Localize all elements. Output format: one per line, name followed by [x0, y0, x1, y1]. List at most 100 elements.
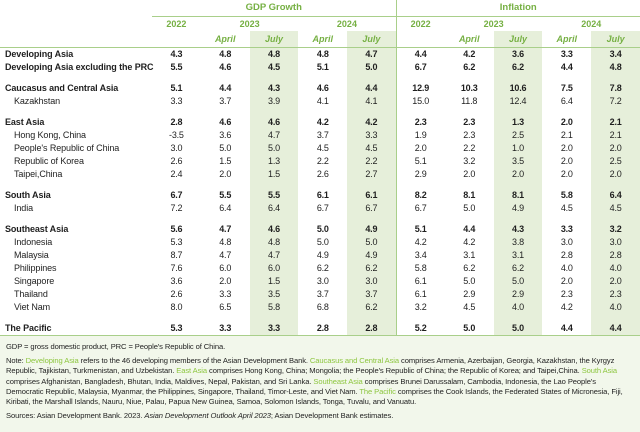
- value-cell: 2.8: [591, 249, 640, 262]
- value-cell: 7.6: [170, 263, 183, 273]
- table-row: Southeast Asia 5.6 4.7 4.6 5.0 4.9 5.1 4.4 4.3 3.…: [0, 223, 640, 236]
- value-cell: 8.7: [170, 250, 183, 260]
- table-row: Indonesia 5.3 4.8 4.8 5.0 5.0 4.2 4.2 3.8 3.0 3.0: [0, 236, 640, 249]
- value-cell: 3.7: [316, 130, 329, 140]
- value-cell: 8.0: [170, 302, 183, 312]
- value-cell: 6.0: [219, 263, 232, 273]
- value-cell: 2.3: [591, 288, 640, 301]
- value-cell: 4.4: [591, 322, 640, 336]
- value-cell: 2.0: [219, 169, 232, 179]
- value-cell: 4.4: [219, 83, 232, 93]
- row-label: Developing Asia excluding the PRC: [5, 62, 154, 72]
- note-line: Note: Developing Asia refers to the 46 d…: [6, 356, 623, 406]
- value-cell: 2.6: [170, 156, 183, 166]
- value-cell: 3.4: [591, 47, 640, 61]
- value-cell: 6.2: [463, 62, 476, 72]
- years-row: 2022 2023 2024 2022 2023 2024: [0, 16, 640, 31]
- value-cell: 6.7: [170, 190, 183, 200]
- value-cell: 2.0: [591, 142, 640, 155]
- value-cell: 4.7: [219, 224, 232, 234]
- value-cell: 3.3: [200, 322, 250, 336]
- value-cell: 3.3: [560, 224, 573, 234]
- value-cell: 5.0: [463, 276, 476, 286]
- value-cell: 8.2: [395, 189, 445, 202]
- value-cell: 1.3: [493, 116, 543, 129]
- row-label: The Pacific: [0, 322, 152, 336]
- value-cell: 15.0: [395, 95, 445, 108]
- month-header: July: [347, 31, 396, 48]
- value-cell: 4.0: [591, 301, 640, 314]
- spacer-row: [0, 181, 640, 189]
- row-label: Taipei,China: [14, 169, 63, 179]
- month-header: April: [200, 31, 250, 48]
- group-title-row: GDP Growth Inflation: [0, 0, 640, 17]
- row-label: Philippines: [14, 263, 57, 273]
- value-cell: 2.3: [560, 289, 573, 299]
- value-cell: 6.2: [316, 263, 329, 273]
- value-cell: 5.0: [463, 203, 476, 213]
- spacer-row: [0, 215, 640, 223]
- value-cell: 5.1: [395, 155, 445, 168]
- value-cell: 3.3: [249, 322, 299, 336]
- month-header: July: [591, 31, 640, 48]
- gdp-growth-title: GDP Growth: [152, 0, 396, 17]
- value-cell: 2.0: [493, 168, 543, 181]
- value-cell: 5.0: [249, 142, 299, 155]
- value-cell: 2.8: [347, 322, 396, 336]
- value-cell: 2.2: [463, 143, 476, 153]
- value-cell: 6.5: [219, 302, 232, 312]
- value-cell: 3.3: [170, 96, 183, 106]
- value-cell: 3.5: [249, 288, 299, 301]
- row-label: Republic of Korea: [14, 156, 84, 166]
- value-cell: 6.1: [316, 190, 329, 200]
- table-row: Philippines 7.6 6.0 6.0 6.2 6.2 5.8 6.2 6.2 4.0 4.…: [0, 262, 640, 275]
- value-cell: 4.9: [316, 250, 329, 260]
- value-cell: 3.3: [219, 289, 232, 299]
- value-cell: 6.8: [316, 302, 329, 312]
- value-cell: 6.1: [347, 189, 396, 202]
- value-cell: 4.6: [249, 223, 299, 236]
- value-cell: 6.2: [347, 262, 396, 275]
- value-cell: 6.7: [347, 202, 396, 215]
- abbreviations-line: GDP = gross domestic product, PRC = Peop…: [6, 342, 226, 351]
- value-cell: 8.1: [463, 190, 476, 200]
- value-cell: 3.1: [493, 249, 543, 262]
- value-cell: 2.7: [347, 168, 396, 181]
- value-cell: 2.0: [591, 168, 640, 181]
- value-cell: 6.1: [395, 275, 445, 288]
- value-cell: 2.8: [170, 117, 183, 127]
- value-cell: 2.2: [316, 156, 329, 166]
- value-cell: 3.8: [493, 236, 543, 249]
- value-cell: 5.3: [152, 322, 201, 336]
- value-cell: 4.2: [316, 117, 329, 127]
- year-header: 2023: [239, 18, 260, 29]
- value-cell: 6.2: [463, 263, 476, 273]
- spacer-row: [0, 74, 640, 82]
- month-header: April: [542, 31, 592, 48]
- value-cell: 10.6: [493, 82, 543, 95]
- value-cell: 4.8: [249, 47, 299, 61]
- value-cell: 5.0: [347, 61, 396, 74]
- value-cell: 4.4: [542, 322, 592, 336]
- value-cell: 4.0: [591, 262, 640, 275]
- table-row: East Asia 2.8 4.6 4.6 4.2 4.2 2.3 2.3 1.3 2.0 2.1: [0, 116, 640, 129]
- value-cell: 7.5: [560, 83, 573, 93]
- value-cell: 4.3: [249, 82, 299, 95]
- value-cell: 2.5: [493, 129, 543, 142]
- value-cell: 2.0: [219, 276, 232, 286]
- value-cell: 4.5: [463, 302, 476, 312]
- value-cell: 5.0: [316, 237, 329, 247]
- value-cell: 4.6: [219, 62, 232, 72]
- row-label: South Asia: [5, 190, 51, 200]
- forecast-table: GDP Growth Inflation 2022 2023 2024 2022…: [0, 0, 640, 336]
- value-cell: 8.1: [493, 189, 543, 202]
- value-cell: 7.8: [591, 82, 640, 95]
- value-cell: 2.3: [463, 117, 476, 127]
- value-cell: 6.7: [395, 202, 445, 215]
- value-cell: 11.8: [461, 96, 478, 106]
- value-cell: 3.6: [493, 47, 543, 61]
- value-cell: 5.0: [347, 236, 396, 249]
- value-cell: 3.1: [463, 250, 476, 260]
- value-cell: 6.7: [316, 203, 329, 213]
- value-cell: 4.9: [347, 249, 396, 262]
